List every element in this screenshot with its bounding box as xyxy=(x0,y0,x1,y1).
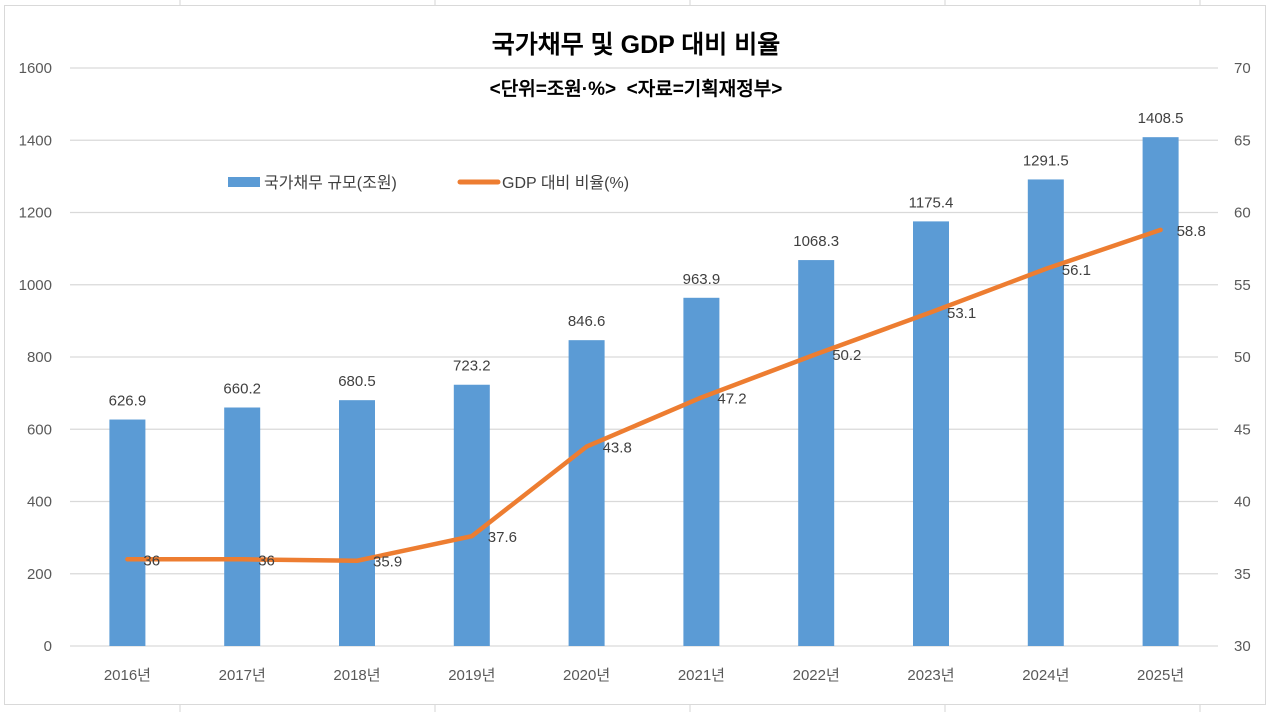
bar[interactable] xyxy=(224,407,261,646)
y-right-tick-label: 55 xyxy=(1234,277,1251,294)
y-right-tick-label: 50 xyxy=(1234,349,1251,366)
line-point[interactable] xyxy=(240,557,245,562)
legend-bar-label: 국가채무 규모(조원) xyxy=(264,174,397,192)
line-point[interactable] xyxy=(814,352,819,357)
bar[interactable] xyxy=(1027,179,1064,646)
x-tick-label: 2024년 xyxy=(1022,667,1069,684)
bar-data-label: 963.9 xyxy=(683,271,721,288)
line-data-label: 50.2 xyxy=(832,347,861,364)
bar-data-label: 846.6 xyxy=(568,313,606,330)
y-left-tick-label: 0 xyxy=(44,638,52,655)
y-right-tick-label: 40 xyxy=(1234,494,1251,511)
x-tick-label: 2020년 xyxy=(563,667,610,684)
x-tick-label: 2016년 xyxy=(104,667,151,684)
bar-data-label: 1291.5 xyxy=(1023,152,1069,169)
line-point[interactable] xyxy=(355,558,359,563)
line-data-label: 36 xyxy=(258,552,275,569)
y-right-tick-label: 70 xyxy=(1234,60,1251,77)
legend: 국가채무 규모(조원) GDP 대비 비율(%) xyxy=(228,174,629,192)
line-data-label: 35.9 xyxy=(373,554,402,571)
line-data-label: 43.8 xyxy=(603,440,632,457)
y-left-tick-label: 800 xyxy=(27,349,52,366)
bar[interactable] xyxy=(683,297,720,646)
line-data-label: 37.6 xyxy=(488,529,517,546)
bar[interactable] xyxy=(1142,137,1179,646)
bar[interactable] xyxy=(453,384,490,646)
bar-data-label: 1408.5 xyxy=(1138,110,1184,127)
bar-data-label: 1068.3 xyxy=(793,233,839,250)
line-series[interactable] xyxy=(125,227,1163,563)
line-point[interactable] xyxy=(929,310,933,315)
y-right-tick-label: 65 xyxy=(1234,132,1251,149)
bar-data-label: 680.5 xyxy=(338,373,376,390)
bar-data-label: 1175.4 xyxy=(909,194,954,211)
x-tick-label: 2019년 xyxy=(448,667,495,684)
bar[interactable] xyxy=(109,419,146,646)
y-right-tick-label: 30 xyxy=(1234,638,1251,655)
line-data-label: 53.1 xyxy=(947,305,976,322)
line-point[interactable] xyxy=(469,534,474,539)
y-left-tick-label: 1400 xyxy=(19,132,52,149)
line-data-label: 56.1 xyxy=(1062,262,1091,279)
bar[interactable] xyxy=(913,221,949,646)
y-left-tick-label: 200 xyxy=(27,566,52,583)
x-tick-label: 2022년 xyxy=(793,667,840,684)
line-data-label: 58.8 xyxy=(1177,223,1206,240)
y-left-tick-label: 600 xyxy=(27,421,52,438)
bar[interactable] xyxy=(339,400,375,646)
x-tick-label: 2025년 xyxy=(1137,667,1184,684)
y-right-tick-label: 45 xyxy=(1234,421,1251,438)
y-right-tick-label: 60 xyxy=(1234,205,1251,222)
bar[interactable] xyxy=(568,340,605,646)
line-point[interactable] xyxy=(699,395,704,400)
chart-subtitle: <단위=조원·%> <자료=기획재정부> xyxy=(490,78,783,100)
bar[interactable] xyxy=(798,260,835,646)
line-point[interactable] xyxy=(1043,266,1048,271)
y-left-tick-label: 400 xyxy=(27,494,52,511)
legend-line-label: GDP 대비 비율(%) xyxy=(502,174,629,192)
bar-data-label: 723.2 xyxy=(453,358,491,375)
x-tick-label: 2023년 xyxy=(907,667,954,684)
chart-title: 국가채무 및 GDP 대비 비율 xyxy=(492,31,781,59)
line-point[interactable] xyxy=(584,444,589,449)
x-tick-label: 2017년 xyxy=(219,667,266,684)
bar-data-label: 626.9 xyxy=(109,393,147,410)
line-point[interactable] xyxy=(125,557,130,562)
bar-data-label: 660.2 xyxy=(223,381,261,398)
legend-bar-swatch xyxy=(228,177,260,187)
x-tick-label: 2018년 xyxy=(333,667,380,684)
line-data-label: 47.2 xyxy=(717,390,746,407)
x-tick-label: 2021년 xyxy=(678,667,725,684)
y-left-tick-label: 1200 xyxy=(19,205,52,222)
y-right-tick-label: 35 xyxy=(1234,566,1251,583)
y-left-tick-label: 1000 xyxy=(19,277,52,294)
y-left-tick-label: 1600 xyxy=(19,60,52,77)
line-point[interactable] xyxy=(1158,227,1163,232)
line-data-label: 36 xyxy=(143,552,160,569)
